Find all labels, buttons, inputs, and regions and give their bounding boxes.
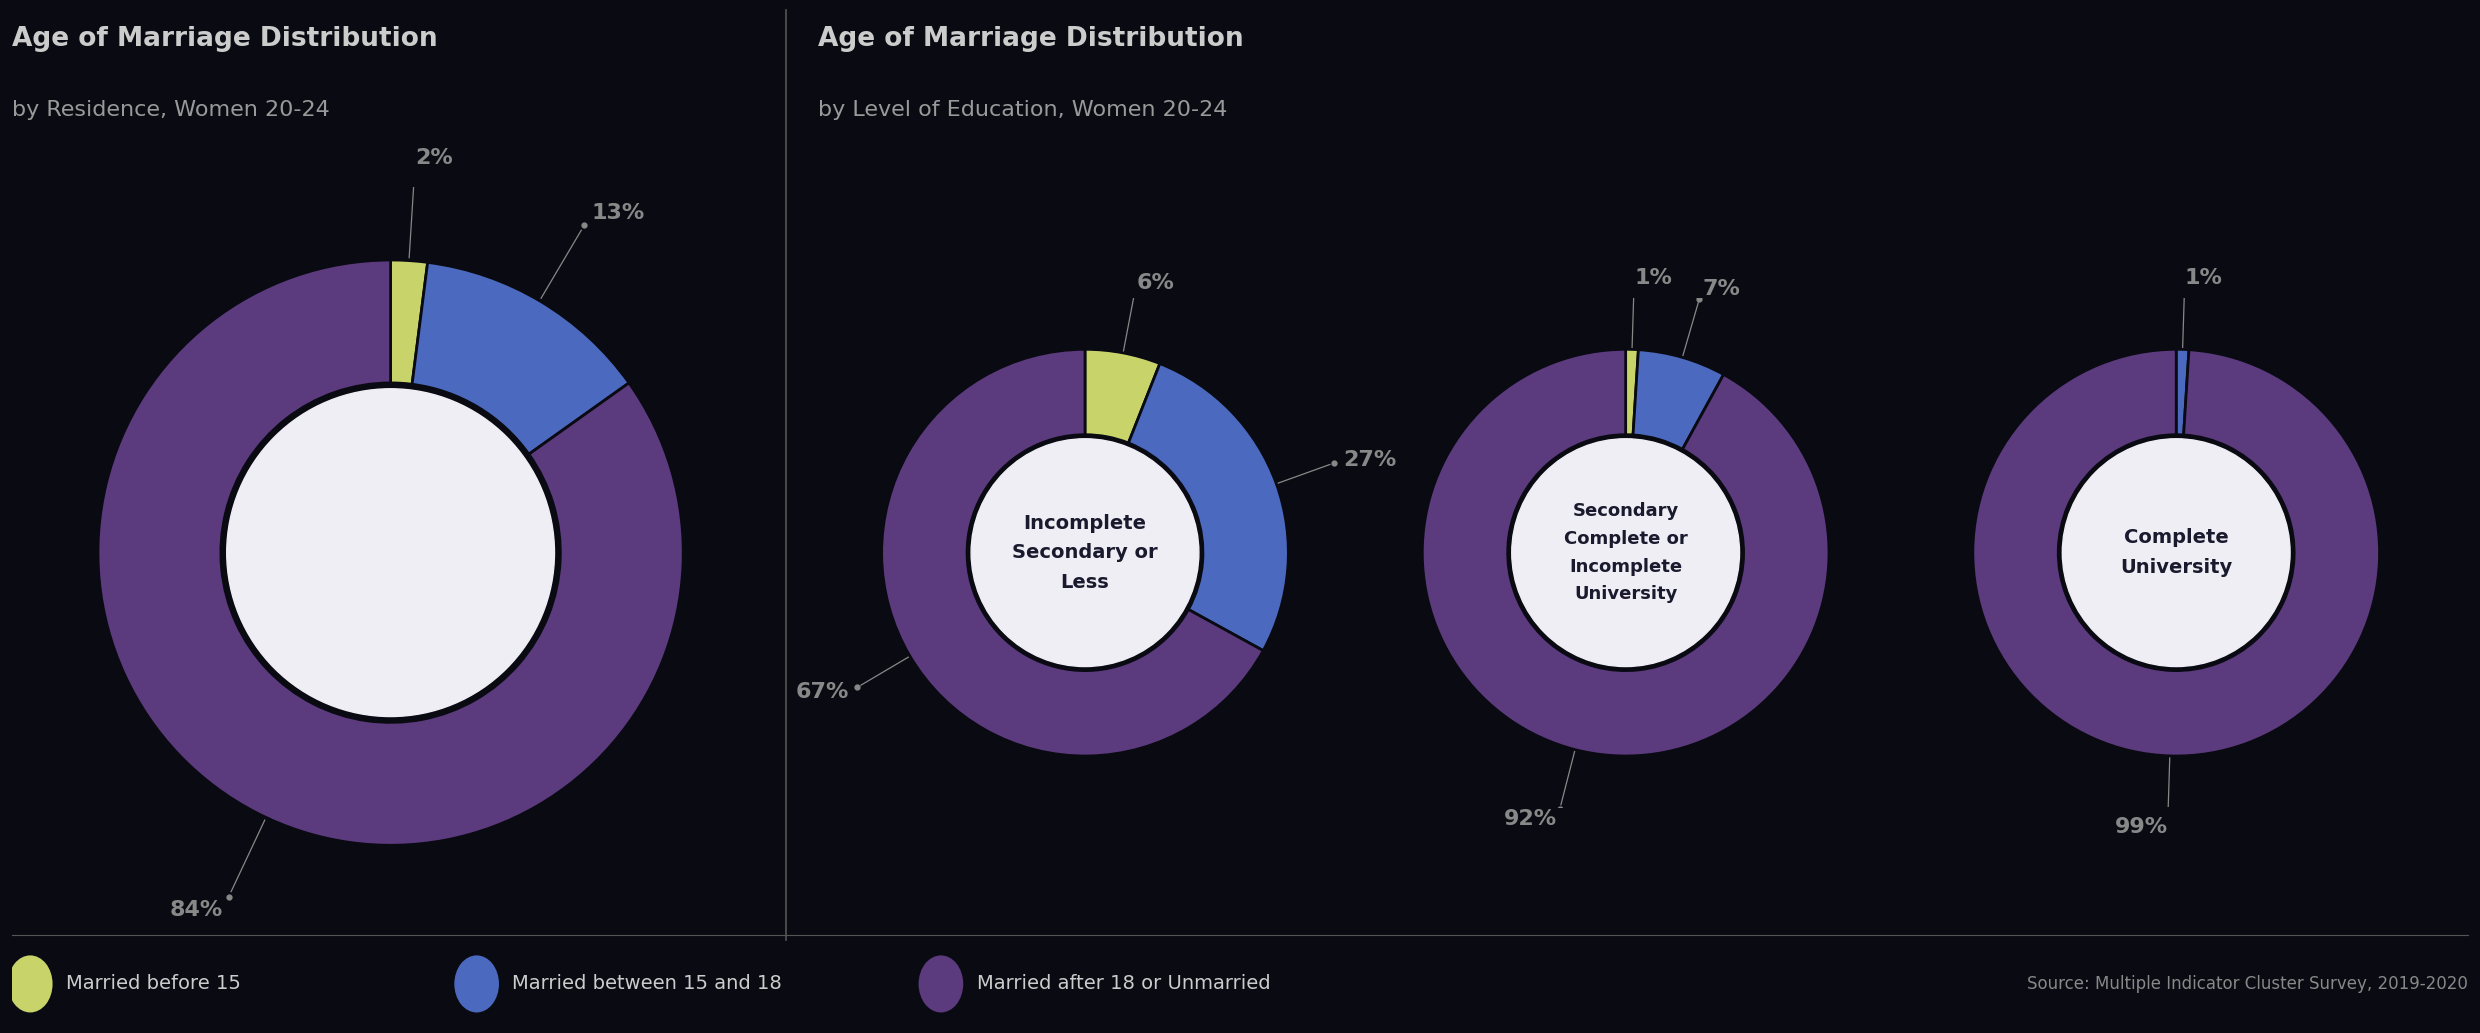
Text: Incomplete
Secondary or
Less: Incomplete Secondary or Less (1012, 513, 1158, 592)
Wedge shape (389, 260, 427, 384)
Text: Married after 18 or Unmarried: Married after 18 or Unmarried (977, 974, 1270, 994)
Text: 92%: 92% (1505, 809, 1557, 828)
Wedge shape (412, 262, 630, 455)
Text: 7%: 7% (1701, 279, 1741, 299)
Text: Age of Marriage Distribution: Age of Marriage Distribution (12, 26, 439, 52)
Text: by Residence, Women 20-24: by Residence, Women 20-24 (12, 100, 330, 120)
Circle shape (1513, 439, 1738, 666)
Wedge shape (880, 349, 1262, 756)
Wedge shape (1084, 349, 1161, 443)
Wedge shape (1624, 349, 1639, 435)
Wedge shape (1424, 349, 1828, 756)
Text: 67%: 67% (796, 683, 848, 702)
Circle shape (226, 388, 556, 717)
Text: 84%: 84% (169, 900, 223, 920)
Ellipse shape (454, 956, 498, 1012)
Wedge shape (99, 260, 682, 845)
Text: Source: Multiple Indicator Cluster Survey, 2019-2020: Source: Multiple Indicator Cluster Surve… (2026, 975, 2468, 993)
Text: 27%: 27% (1344, 449, 1396, 470)
Text: 13%: 13% (593, 202, 645, 222)
Text: 99%: 99% (2115, 817, 2168, 837)
Text: Married before 15: Married before 15 (67, 974, 241, 994)
Wedge shape (1974, 349, 2378, 756)
Text: Secondary
Complete or
Incomplete
University: Secondary Complete or Incomplete Univers… (1565, 502, 1686, 603)
Text: 2%: 2% (417, 149, 454, 168)
Text: 1%: 1% (1634, 269, 1672, 288)
Text: Age of Marriage Distribution: Age of Marriage Distribution (818, 26, 1245, 52)
Text: Married between 15 and 18: Married between 15 and 18 (513, 974, 781, 994)
Wedge shape (1632, 350, 1724, 449)
Circle shape (2063, 439, 2289, 666)
Wedge shape (1128, 364, 1287, 651)
Text: by Level of Education, Women 20-24: by Level of Education, Women 20-24 (818, 100, 1228, 120)
Ellipse shape (7, 956, 52, 1012)
Text: Complete
University: Complete University (2120, 529, 2232, 576)
Text: 6%: 6% (1136, 273, 1176, 293)
Wedge shape (2175, 349, 2190, 435)
Text: 1%: 1% (2185, 269, 2222, 288)
Circle shape (972, 439, 1198, 666)
Ellipse shape (918, 956, 962, 1012)
